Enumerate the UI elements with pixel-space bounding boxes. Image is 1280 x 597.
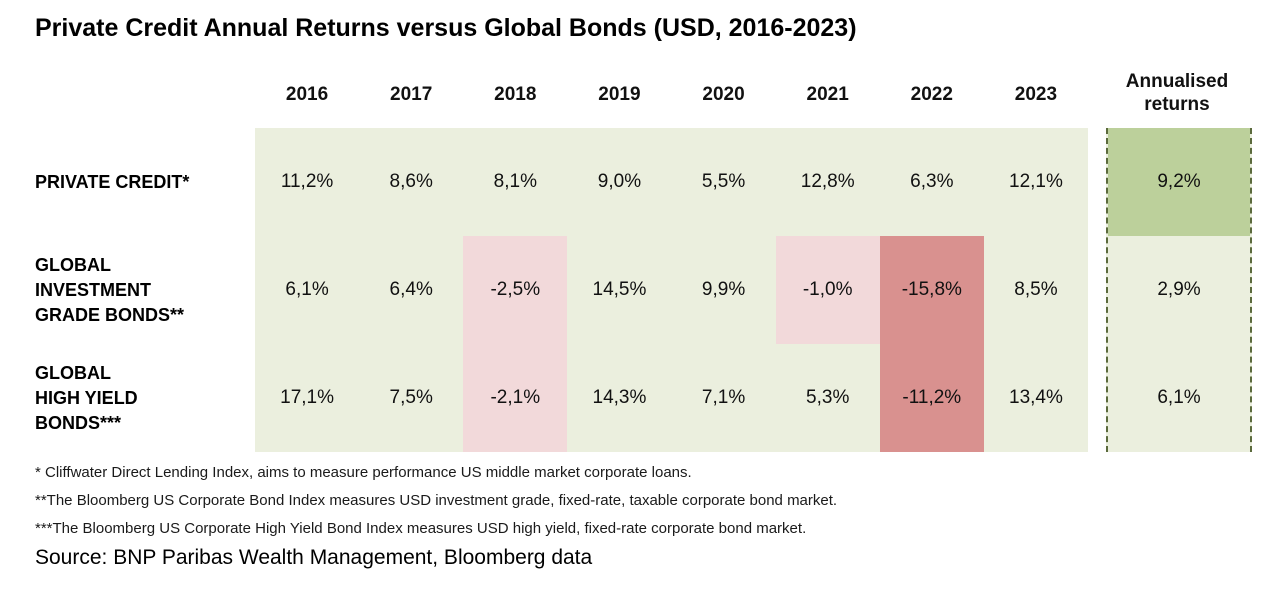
column-header-year: 2016	[285, 84, 329, 105]
annualised-header-line1: Annualised	[1125, 71, 1229, 92]
value-cell: 12,8%	[800, 171, 855, 192]
value-cell: 8,6%	[389, 171, 433, 192]
value-cell: -2,5%	[463, 236, 568, 344]
footnote: **The Bloomberg US Corporate Bond Index …	[35, 492, 838, 509]
row-label-line: INVESTMENT	[35, 279, 152, 300]
annualised-column: 9,2% 2,9% 6,1%	[1106, 128, 1252, 452]
value-cell: 6,3%	[910, 171, 954, 192]
footnote: * Cliffwater Direct Lending Index, aims …	[35, 464, 692, 481]
value-cell: 14,3%	[592, 387, 647, 408]
row-labels: PRIVATE CREDIT* GLOBAL INVESTMENT GRADE BON…	[35, 128, 250, 452]
column-header-year: 2023	[1014, 84, 1058, 105]
value-cell: -1,0%	[775, 236, 880, 344]
value-cell: -11,2%	[879, 344, 984, 452]
value-cell: 11,2%	[280, 171, 334, 192]
row-label-line: GLOBAL	[35, 254, 111, 275]
row-label-line: GLOBAL	[35, 362, 111, 383]
value-cell: 6,4%	[389, 279, 433, 300]
column-header-year: 2019	[598, 84, 641, 105]
annualised-value-cell: 9,2%	[1108, 128, 1250, 236]
row-label-line: BONDS***	[35, 412, 122, 433]
chart-title: Private Credit Annual Returns versus Glo…	[35, 14, 857, 42]
value-cell: 8,1%	[493, 171, 537, 192]
annualised-header-line2: returns	[1144, 94, 1210, 115]
row-label-line: GRADE BONDS**	[35, 304, 185, 325]
value-cell: 13,4%	[1009, 387, 1063, 408]
value-cell: 5,3%	[806, 387, 850, 408]
value-cell: 9,0%	[597, 171, 642, 192]
row-label: PRIVATE CREDIT*	[35, 128, 250, 236]
annualised-value-cell: 2,9%	[1157, 279, 1201, 300]
value-cell: -2,1%	[463, 344, 568, 452]
value-cell: 7,5%	[389, 387, 433, 408]
source-line: Source: BNP Paribas Wealth Management, B…	[35, 546, 593, 569]
value-cell: 12,1%	[1009, 171, 1063, 192]
footnotes: * Cliffwater Direct Lending Index, aims …	[35, 459, 1235, 570]
value-cell: 7,1%	[701, 387, 746, 408]
value-cell: 8,5%	[1014, 279, 1058, 300]
column-header-year: 2018	[494, 84, 537, 105]
value-cell: 14,5%	[592, 279, 647, 300]
value-cell: 6,1%	[285, 279, 329, 300]
footnote: ***The Bloomberg US Corporate High Yield…	[35, 520, 807, 537]
row-label-line: HIGH YIELD	[35, 387, 138, 408]
value-cell: -15,8%	[879, 236, 984, 344]
value-cell: 9,9%	[701, 279, 746, 300]
column-header-year: 2021	[806, 84, 849, 105]
value-cell: 5,5%	[701, 171, 746, 192]
column-header-year: 2022	[910, 84, 953, 105]
row-label: GLOBAL HIGH YIELD BONDS***	[35, 344, 250, 452]
year-header-row: 2016 2017 2018 2019 2020 2021 2022 2023	[255, 80, 1088, 110]
value-cell: 17,1%	[280, 387, 334, 408]
column-header-year: 2020	[702, 84, 745, 105]
annualised-header: Annualised returns	[1100, 70, 1254, 116]
row-label: GLOBAL INVESTMENT GRADE BONDS**	[35, 236, 250, 344]
annualised-value-cell: 6,1%	[1157, 387, 1201, 408]
column-header-year: 2017	[390, 84, 433, 105]
row-label-line: PRIVATE CREDIT*	[35, 171, 190, 192]
table-body: 11,2% 8,6% 8,1% 9,0% 5,5% 12,8% 6,3% 12,1% 6,1% 6…	[255, 128, 1088, 452]
